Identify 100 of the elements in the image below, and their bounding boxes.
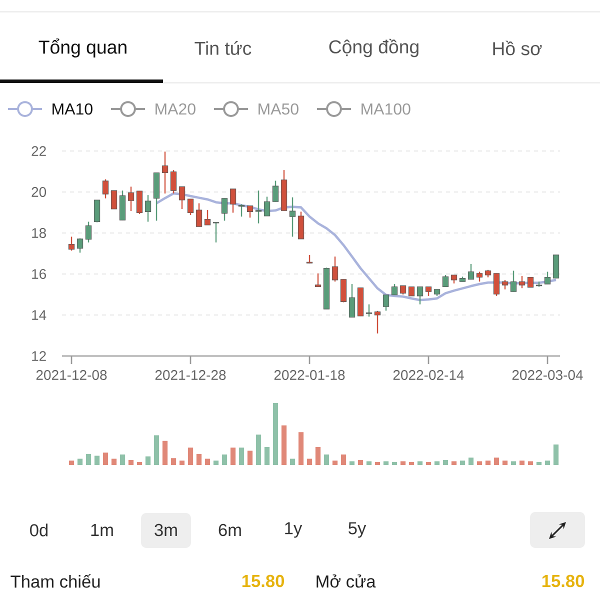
bar (128, 460, 134, 466)
bar (383, 461, 389, 466)
bar (519, 460, 525, 466)
bar (290, 458, 296, 466)
candlestick (510, 270, 517, 292)
candlestick (382, 294, 390, 312)
text: Tin tức (194, 41, 252, 55)
candlestick (212, 222, 220, 244)
x-tick-label: 2022-01-18 (274, 370, 345, 380)
candlestick (348, 283, 356, 318)
bar (256, 434, 262, 466)
text: Tổng quan (38, 38, 126, 58)
candlestick (442, 274, 449, 288)
candlestick (187, 198, 194, 216)
bar (230, 448, 236, 466)
candlestick (144, 194, 152, 222)
candlestick (162, 151, 168, 194)
bar (136, 462, 142, 466)
bar (154, 435, 160, 466)
bar (553, 444, 559, 466)
bar (392, 462, 398, 466)
bar (281, 425, 287, 466)
text: 5y (348, 522, 366, 538)
candlestick (238, 204, 245, 218)
text: 3m (154, 524, 177, 536)
candlestick (178, 186, 186, 210)
bar (145, 456, 151, 466)
bar (502, 460, 508, 466)
candlestick (468, 263, 474, 280)
bar (442, 460, 448, 466)
bar (544, 460, 550, 466)
legend-label: MA10 (52, 103, 92, 115)
bar (86, 454, 92, 466)
text: Mở cửa (316, 574, 376, 588)
bar (510, 461, 516, 466)
text: Cộng đồng (329, 38, 418, 58)
candlestick (408, 286, 415, 297)
bar (170, 458, 176, 466)
candlestick (94, 199, 100, 223)
candlestick (332, 256, 338, 282)
bar (102, 452, 108, 466)
bar (476, 461, 482, 466)
bar (94, 456, 100, 466)
bar (528, 461, 534, 466)
y-tick-label: 12 (32, 351, 46, 361)
x-tick-label: 2022-03-04 (512, 370, 583, 380)
candlestick (246, 205, 254, 218)
candlestick (170, 169, 177, 194)
candlestick (518, 275, 526, 289)
text: Tham chiếu (10, 574, 100, 588)
candlestick (340, 278, 347, 303)
bar (536, 462, 542, 466)
candlestick (255, 190, 262, 224)
bar (68, 460, 74, 466)
bar (247, 450, 253, 466)
bar (358, 460, 364, 466)
candlestick (416, 286, 424, 305)
text: 0d (30, 524, 48, 536)
legend-label: MA50 (258, 103, 298, 115)
bar (204, 458, 210, 466)
x-tick-label: 2022-02-14 (393, 370, 464, 380)
bar (264, 447, 270, 466)
bar (374, 462, 380, 466)
candlestick (76, 238, 84, 254)
y-tick-label: 20 (32, 187, 46, 197)
bar (451, 461, 457, 466)
bar (494, 458, 500, 466)
text: 15.80 (542, 574, 584, 588)
candlestick (374, 310, 381, 334)
bar (460, 460, 466, 466)
candlestick (196, 202, 202, 228)
candlestick (289, 196, 296, 238)
bar (340, 454, 346, 466)
text: Hồ sơ (493, 40, 542, 56)
bar (332, 460, 338, 466)
bar (111, 458, 117, 466)
bar (196, 454, 202, 466)
bar (434, 461, 440, 466)
legend-label: MA20 (156, 103, 196, 115)
candlestick (366, 304, 372, 318)
text: 6m (218, 524, 241, 536)
candlestick (85, 221, 92, 244)
bar (188, 448, 194, 466)
bar (400, 461, 406, 466)
y-tick-label: 22 (32, 146, 46, 156)
candlestick (493, 272, 500, 297)
bar (179, 460, 185, 466)
legend-label: MA100 (362, 103, 410, 115)
bar (306, 458, 312, 466)
x-tick-label: 2021-12-08 (36, 370, 107, 380)
bar (272, 403, 278, 466)
candlestick (314, 272, 322, 288)
candlestick (204, 209, 211, 226)
candlestick (552, 254, 560, 279)
bar (120, 454, 126, 466)
bar (222, 454, 228, 466)
text: 15.80 (242, 574, 284, 588)
bar (315, 447, 321, 466)
y-tick-label: 18 (32, 228, 46, 238)
bar (349, 461, 355, 466)
